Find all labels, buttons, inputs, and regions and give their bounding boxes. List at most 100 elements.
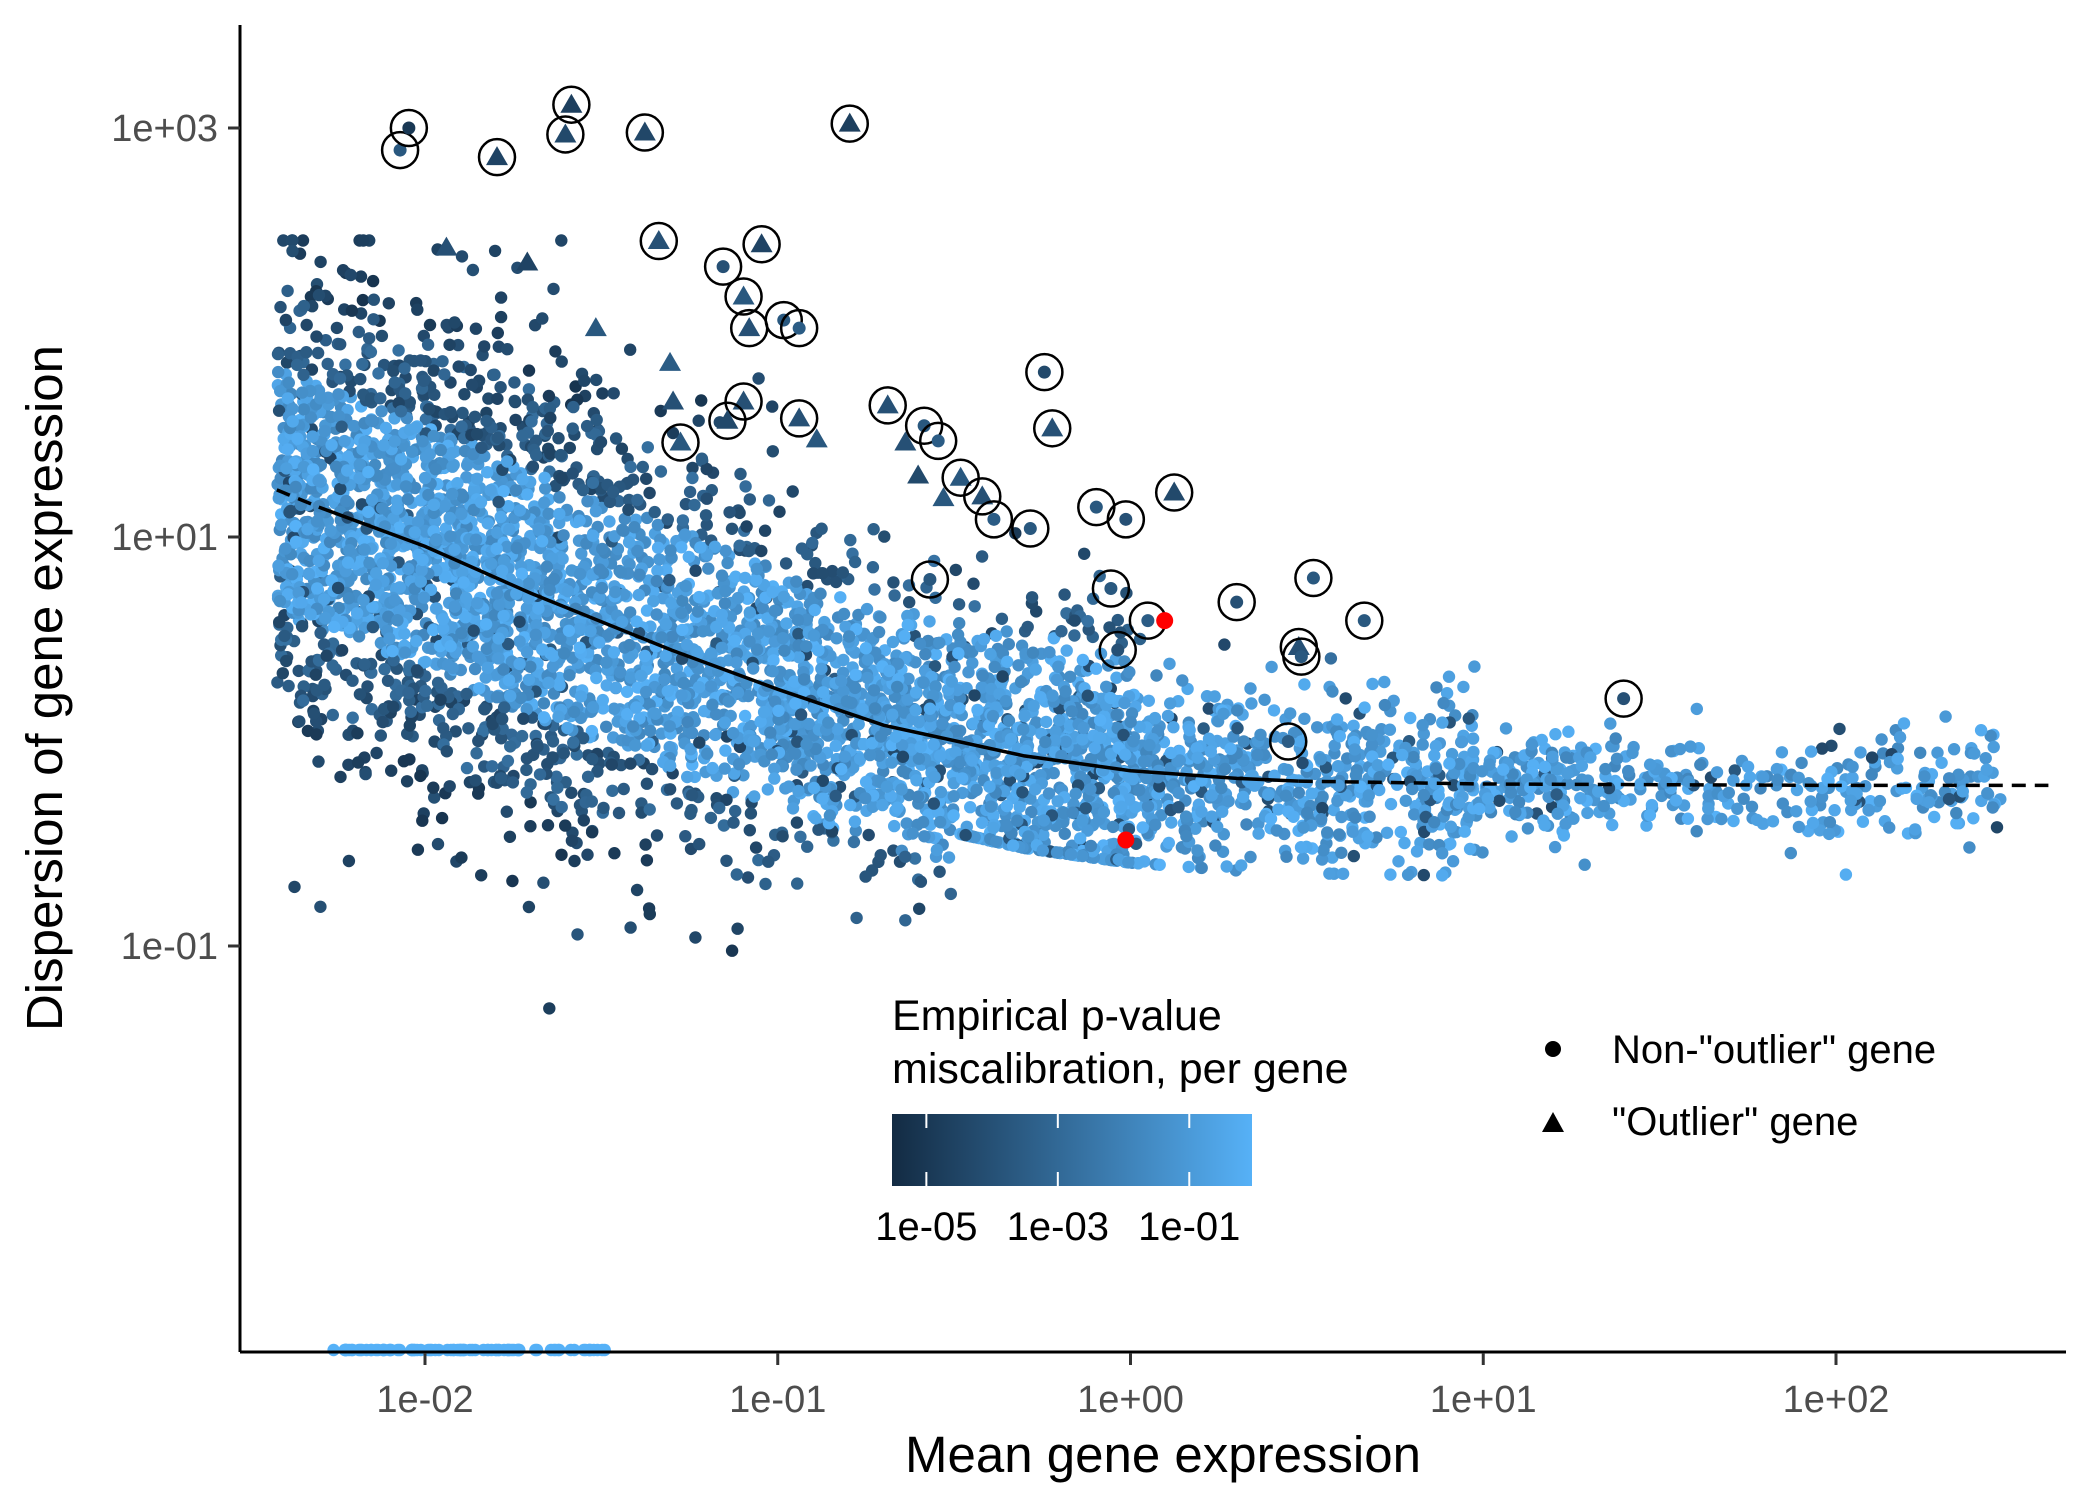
gene-point xyxy=(326,708,339,722)
gene-point xyxy=(913,637,927,650)
gene-point xyxy=(739,480,752,493)
gene-point xyxy=(1331,760,1345,773)
gene-point xyxy=(581,495,594,508)
gene-point xyxy=(569,380,582,393)
gene-point xyxy=(768,604,781,617)
gene-point xyxy=(350,607,364,620)
gene-point xyxy=(307,707,321,720)
gene-point xyxy=(561,721,574,735)
gene-point xyxy=(1267,704,1281,717)
gene-point xyxy=(401,493,415,506)
gene-point xyxy=(403,719,416,732)
gene-point xyxy=(976,669,989,682)
gene-point xyxy=(581,770,595,783)
gene-point xyxy=(1216,805,1229,818)
gene-point xyxy=(513,657,526,671)
gene-point xyxy=(532,524,546,537)
gene-point xyxy=(679,579,692,593)
gene-point xyxy=(1804,745,1818,758)
gene-point xyxy=(478,340,491,353)
gene-point xyxy=(1209,839,1222,852)
gene-point xyxy=(414,769,427,783)
gene-point xyxy=(341,404,354,417)
gene-point xyxy=(1365,738,1379,751)
gene-point xyxy=(278,629,291,643)
gene-point xyxy=(768,762,781,775)
gene-point xyxy=(1139,771,1153,785)
gene-point xyxy=(418,471,432,485)
gene-point xyxy=(334,338,347,351)
gene-point xyxy=(1361,830,1374,843)
gene-point xyxy=(1323,867,1336,880)
gene-point xyxy=(342,592,356,605)
gene-point xyxy=(603,495,617,509)
gene-point xyxy=(536,312,549,325)
gene-point xyxy=(766,665,779,678)
gene-point xyxy=(693,837,706,851)
gene-point xyxy=(470,472,484,485)
gene-point xyxy=(1142,694,1156,707)
gene-point xyxy=(975,816,989,829)
gene-point xyxy=(584,624,597,638)
gene-point xyxy=(945,675,958,688)
gene-point xyxy=(317,593,331,606)
gene-point xyxy=(272,365,285,379)
gene-point xyxy=(537,711,551,724)
gene-point xyxy=(281,443,295,456)
gene-point xyxy=(555,848,568,861)
gene-point xyxy=(660,564,673,577)
gene-point xyxy=(776,830,789,843)
gene-point xyxy=(790,763,803,776)
gene-point xyxy=(1296,756,1309,770)
gene-point xyxy=(1597,799,1611,813)
gene-point xyxy=(422,403,436,416)
gene-point xyxy=(437,722,450,735)
gene-point xyxy=(718,762,731,775)
gene-point xyxy=(1727,814,1740,828)
gene-point xyxy=(829,789,842,803)
gene-point xyxy=(1040,715,1053,729)
gene-point xyxy=(1694,758,1707,771)
gene-point xyxy=(1452,796,1466,810)
gene-point xyxy=(274,384,287,398)
gene-point xyxy=(680,638,694,651)
gene-point xyxy=(815,662,828,675)
gene-point xyxy=(730,868,743,881)
gene-point xyxy=(947,790,960,803)
gene-point xyxy=(923,615,936,628)
gene-point xyxy=(310,515,324,528)
gene-point xyxy=(441,659,455,672)
gene-point xyxy=(506,776,520,789)
gene-point xyxy=(542,507,555,520)
gene-point xyxy=(427,623,440,637)
gene-point xyxy=(409,481,422,495)
gene-point xyxy=(971,703,984,717)
gene-point xyxy=(1244,682,1257,695)
gene-point xyxy=(330,460,343,473)
gene-point xyxy=(1176,674,1189,687)
gene-point xyxy=(411,843,425,856)
gene-point xyxy=(740,520,753,533)
gene-point xyxy=(286,244,299,258)
gene-point xyxy=(807,781,821,795)
gene-point xyxy=(388,435,401,448)
gene-point xyxy=(1910,792,1923,806)
gene-point xyxy=(1164,697,1177,710)
gene-point xyxy=(956,772,969,785)
gene-point xyxy=(1745,800,1759,813)
gene-point xyxy=(874,611,887,624)
gene-point xyxy=(555,800,568,814)
gene-point xyxy=(585,724,599,738)
gene-point xyxy=(381,674,395,687)
gene-point xyxy=(1076,707,1089,721)
gene-point xyxy=(493,598,506,611)
gene-point xyxy=(596,387,609,400)
gene-point xyxy=(1512,796,1526,809)
gene-point xyxy=(1737,792,1750,805)
gene-point xyxy=(419,413,433,426)
gene-point xyxy=(363,556,376,570)
gene-point xyxy=(272,492,285,505)
gene-point xyxy=(1324,652,1338,665)
gene-point xyxy=(571,928,584,941)
